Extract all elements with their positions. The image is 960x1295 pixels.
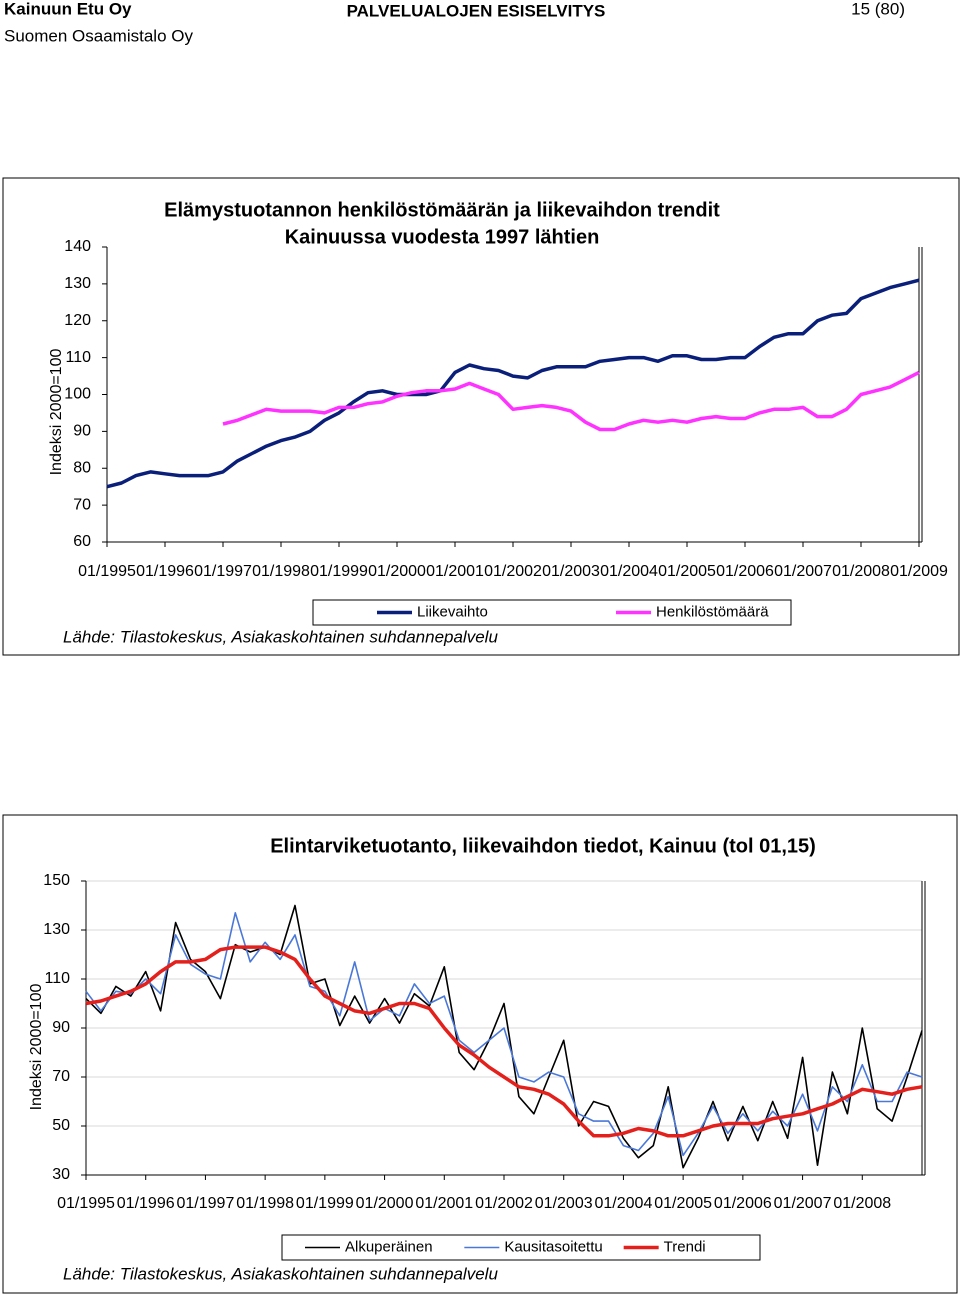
x-tick-label: 01/2006 xyxy=(716,563,774,580)
chart-frame xyxy=(2,814,958,1294)
x-tick-label: 01/1997 xyxy=(177,1195,235,1212)
x-tick-label: 01/2002 xyxy=(475,1195,533,1212)
x-tick-label: 01/1995 xyxy=(78,563,136,580)
chart-frame xyxy=(2,177,960,656)
y-tick-label: 30 xyxy=(52,1166,70,1183)
data-line xyxy=(106,278,920,489)
data-line xyxy=(85,904,923,1169)
page-number: 15 (80) xyxy=(851,0,905,18)
x-tick-label: 01/1999 xyxy=(310,563,368,580)
legend-label: Kausitasoitettu xyxy=(504,1238,602,1255)
x-tick-label: 01/1998 xyxy=(236,1195,294,1212)
y-tick-label: 70 xyxy=(73,496,91,513)
x-tick-label: 01/2007 xyxy=(774,1195,832,1212)
legend-label: Liikevaihto xyxy=(417,603,488,620)
y-tick-label: 120 xyxy=(64,312,91,329)
x-tick-label: 01/2008 xyxy=(833,1195,891,1212)
y-tick-label: 150 xyxy=(43,872,70,889)
x-tick-label: 01/2003 xyxy=(535,1195,593,1212)
source-note: Lähde: Tilastokeskus, Asiakaskohtainen s… xyxy=(63,1264,498,1283)
x-tick-label: 01/1997 xyxy=(194,563,252,580)
source-note: Lähde: Tilastokeskus, Asiakaskohtainen s… xyxy=(63,627,498,646)
x-tick-label: 01/1996 xyxy=(136,563,194,580)
x-tick-label: 01/2001 xyxy=(415,1195,473,1212)
x-tick-label: 01/2002 xyxy=(484,563,542,580)
y-tick-label: 90 xyxy=(73,423,91,440)
data-line xyxy=(85,945,923,1138)
y-tick-label: 100 xyxy=(64,386,91,403)
company-subtitle: Suomen Osaamistalo Oy xyxy=(4,26,193,45)
x-tick-label: 01/2000 xyxy=(356,1195,414,1212)
x-tick-label: 01/1995 xyxy=(57,1195,115,1212)
document-title: PALVELUALOJEN ESISELVITYS xyxy=(347,1,606,20)
y-tick-label: 110 xyxy=(65,349,91,366)
y-tick-label: 110 xyxy=(44,970,70,987)
y-tick-label: 140 xyxy=(64,238,91,255)
x-tick-label: 01/2008 xyxy=(832,563,890,580)
x-tick-label: 01/2001 xyxy=(426,563,484,580)
y-axis-label: Indeksi 2000=100 xyxy=(48,349,65,476)
x-tick-label: 01/2003 xyxy=(542,563,600,580)
y-tick-label: 130 xyxy=(43,921,70,938)
x-tick-label: 01/1996 xyxy=(117,1195,175,1212)
x-tick-label: 01/2005 xyxy=(658,563,716,580)
data-line xyxy=(85,912,923,1157)
chart-title: Elämystuotannon henkilöstömäärän ja liik… xyxy=(164,199,720,221)
x-tick-label: 01/2000 xyxy=(368,563,426,580)
y-tick-label: 50 xyxy=(52,1117,70,1134)
company-name: Kainuun Etu Oy xyxy=(4,0,132,18)
legend-box xyxy=(281,1234,761,1261)
x-tick-label: 01/2004 xyxy=(600,563,658,580)
legend-label: Trendi xyxy=(664,1238,706,1255)
x-tick-label: 01/2005 xyxy=(654,1195,712,1212)
y-tick-label: 90 xyxy=(52,1019,70,1036)
y-tick-label: 60 xyxy=(73,533,91,550)
x-tick-label: 01/2009 xyxy=(890,563,948,580)
chart-title: Elintarviketuotanto, liikevaihdon tiedot… xyxy=(270,835,816,857)
x-tick-label: 01/2007 xyxy=(774,563,832,580)
y-axis-label: Indeksi 2000=100 xyxy=(28,984,45,1111)
y-tick-label: 80 xyxy=(73,459,91,476)
y-tick-label: 70 xyxy=(52,1068,70,1085)
data-line xyxy=(222,370,920,432)
x-tick-label: 01/1998 xyxy=(252,563,310,580)
chart-subtitle: Kainuussa vuodesta 1997 lähtien xyxy=(285,226,600,248)
x-tick-label: 01/1999 xyxy=(296,1195,354,1212)
legend-label: Alkuperäinen xyxy=(345,1238,433,1255)
x-tick-label: 01/2006 xyxy=(714,1195,772,1212)
x-tick-label: 01/2004 xyxy=(595,1195,653,1212)
legend-label: Henkilöstömäärä xyxy=(656,603,769,620)
y-tick-label: 130 xyxy=(64,275,91,292)
